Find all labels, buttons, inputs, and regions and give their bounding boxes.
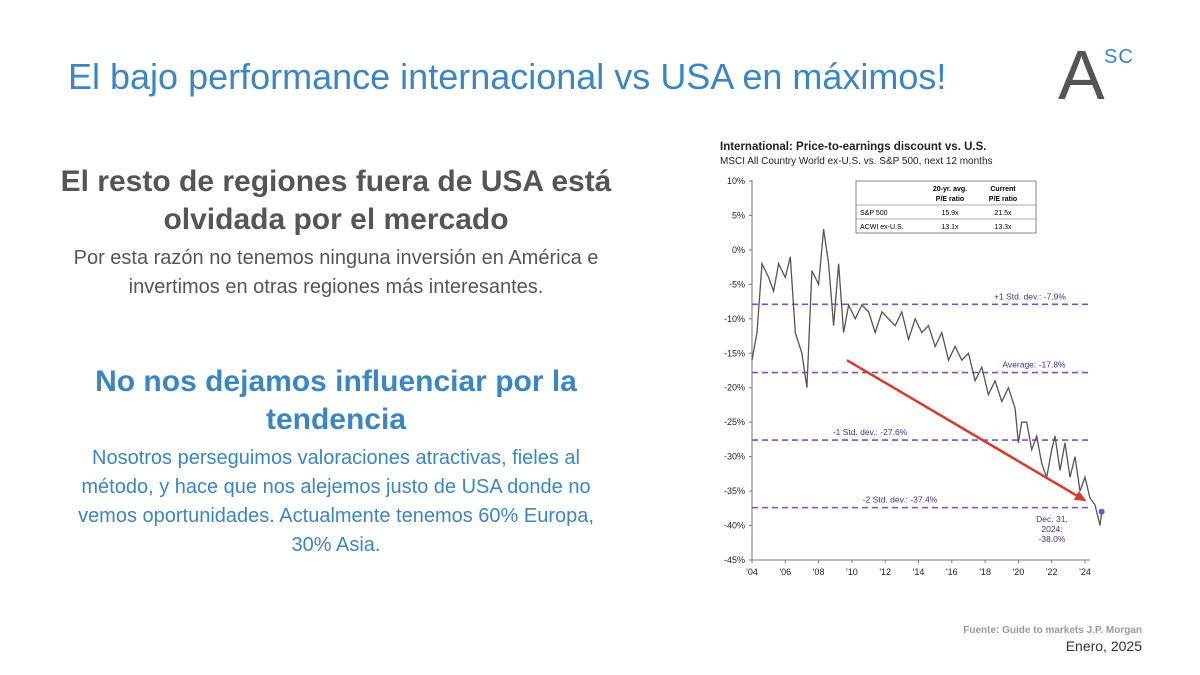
y-tick-label: 5% [732,210,745,220]
x-tick-label: '10 [846,567,858,577]
inset-header-avg-2: P/E ratio [936,196,964,203]
x-tick-label: '08 [813,567,825,577]
x-tick-label: '20 [1013,567,1025,577]
chart-title: International: Price-to-earnings discoun… [720,141,986,153]
y-tick-label: 0% [732,245,745,255]
x-tick-label: '22 [1046,567,1058,577]
y-tick-label: -15% [724,348,745,358]
text-regions: Por esta razón no tenemos ninguna invers… [73,247,599,298]
end-label-line2: 2024: [1041,524,1062,534]
x-tick-label: '14 [913,567,925,577]
y-tick-label: -35% [724,486,745,496]
trend-arrow [846,359,1077,497]
pe-discount-chart: International: Price-to-earnings discoun… [720,141,1105,577]
inset-header-cur-1: Current [990,186,1016,193]
x-tick-label: '16 [946,567,958,577]
inset-row1-cur: 21.5x [994,210,1012,217]
reference-line-label: -2 Std. dev.: -37.4% [863,495,938,505]
inset-table: 20-yr. avg. P/E ratio Current P/E ratio … [855,180,1037,234]
logo-superscript: SC [1104,46,1134,68]
trend-arrowhead [1073,491,1087,502]
inset-row2-cur: 13.3x [994,224,1012,231]
pe-discount-line [751,229,1103,526]
y-tick-label: -20% [724,383,745,393]
inset-header-avg-1: 20-yr. avg. [933,186,967,193]
y-tick-label: -40% [724,521,745,531]
text-trend: Nosotros perseguimos valoraciones atract… [78,447,594,556]
y-tick-label: -45% [724,555,745,565]
x-tick-label: '12 [879,567,891,577]
y-tick-label: -10% [724,314,745,324]
source-note: Fuente: Guide to markets J.P. Morgan [963,625,1142,636]
end-point-marker [1098,508,1105,515]
date-note: Enero, 2025 [1065,638,1142,654]
x-tick-label: '04 [746,567,758,577]
chart-subtitle: MSCI All Country World ex-U.S. vs. S&P 5… [720,156,993,167]
inset-row1-name: S&P 500 [860,210,888,217]
inset-row1-avg: 15.9x [941,210,959,217]
inset-row2-avg: 13.1x [941,224,959,231]
reference-line-label: -1 Std. dev.: -27.6% [833,427,908,437]
heading-trend: No nos dejamos influenciar por la tenden… [95,365,577,436]
company-logo: A SC [1058,40,1138,110]
reference-line-label: Average: -17.8% [1002,360,1066,370]
end-label-line3: -38.0% [1039,534,1066,544]
x-tick-label: '24 [1079,567,1091,577]
x-tick-label: '06 [779,567,791,577]
slide-title: El bajo performance internacional vs USA… [68,56,947,97]
end-label-line1: Dec. 31, [1036,514,1068,524]
y-tick-label: -5% [729,279,745,289]
logo-letter: A [1058,36,1105,114]
heading-regions: El resto de regiones fuera de USA está o… [60,165,612,236]
y-tick-label: -25% [724,417,745,427]
inset-row2-name: ACWI ex-U.S. [860,224,904,231]
x-tick-label: '18 [979,567,991,577]
reference-line-label: +1 Std. dev.: -7.9% [994,291,1066,301]
inset-header-cur-2: P/E ratio [989,196,1017,203]
y-tick-label: -30% [724,452,745,462]
y-tick-label: 10% [727,176,745,186]
